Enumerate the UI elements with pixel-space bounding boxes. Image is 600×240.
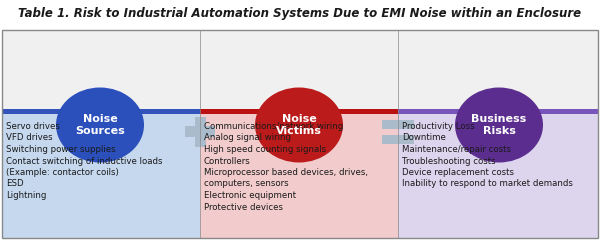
Text: ESD: ESD bbox=[6, 180, 23, 188]
Text: Maintenance/repair costs: Maintenance/repair costs bbox=[402, 145, 511, 154]
Text: (Example: contactor coils): (Example: contactor coils) bbox=[6, 168, 119, 177]
Text: Controllers: Controllers bbox=[204, 156, 251, 166]
Text: Electronic equipment: Electronic equipment bbox=[204, 191, 296, 200]
Text: computers, sensors: computers, sensors bbox=[204, 180, 289, 188]
Bar bbox=[2, 30, 598, 238]
Bar bbox=[195, 117, 206, 147]
Ellipse shape bbox=[56, 88, 144, 162]
Text: Troubleshooting costs: Troubleshooting costs bbox=[402, 156, 496, 166]
Text: Contact switching of inductive loads: Contact switching of inductive loads bbox=[6, 156, 163, 166]
Ellipse shape bbox=[455, 88, 543, 162]
Text: Downtime: Downtime bbox=[402, 133, 446, 143]
Text: Noise
Sources: Noise Sources bbox=[75, 114, 125, 136]
Text: Switching power supplies: Switching power supplies bbox=[6, 145, 116, 154]
Bar bbox=[2, 30, 598, 109]
Bar bbox=[382, 120, 414, 129]
Bar bbox=[2, 114, 200, 238]
Bar bbox=[200, 109, 398, 114]
Ellipse shape bbox=[255, 88, 343, 162]
Text: Microprocessor based devices, drives,: Microprocessor based devices, drives, bbox=[204, 168, 368, 177]
Text: Lightning: Lightning bbox=[6, 191, 46, 200]
Text: Device replacement costs: Device replacement costs bbox=[402, 168, 514, 177]
Bar bbox=[382, 135, 414, 144]
Text: Noise
Victims: Noise Victims bbox=[276, 114, 322, 136]
Bar bbox=[2, 109, 200, 114]
Text: Business
Risks: Business Risks bbox=[472, 114, 527, 136]
Text: Servo drives: Servo drives bbox=[6, 122, 60, 131]
Bar bbox=[398, 109, 598, 114]
Text: VFD drives: VFD drives bbox=[6, 133, 53, 143]
Text: High speed counting signals: High speed counting signals bbox=[204, 145, 326, 154]
Text: Communications/network wiring: Communications/network wiring bbox=[204, 122, 343, 131]
Text: Productivity Loss: Productivity Loss bbox=[402, 122, 475, 131]
Text: Table 1. Risk to Industrial Automation Systems Due to EMI Noise within an Enclos: Table 1. Risk to Industrial Automation S… bbox=[19, 7, 581, 20]
Bar bbox=[398, 114, 598, 238]
Bar bbox=[185, 126, 215, 137]
Bar bbox=[200, 114, 398, 238]
Text: Protective devices: Protective devices bbox=[204, 203, 283, 211]
Text: Inability to respond to market demands: Inability to respond to market demands bbox=[402, 180, 573, 188]
Text: Analog signal wiring: Analog signal wiring bbox=[204, 133, 291, 143]
